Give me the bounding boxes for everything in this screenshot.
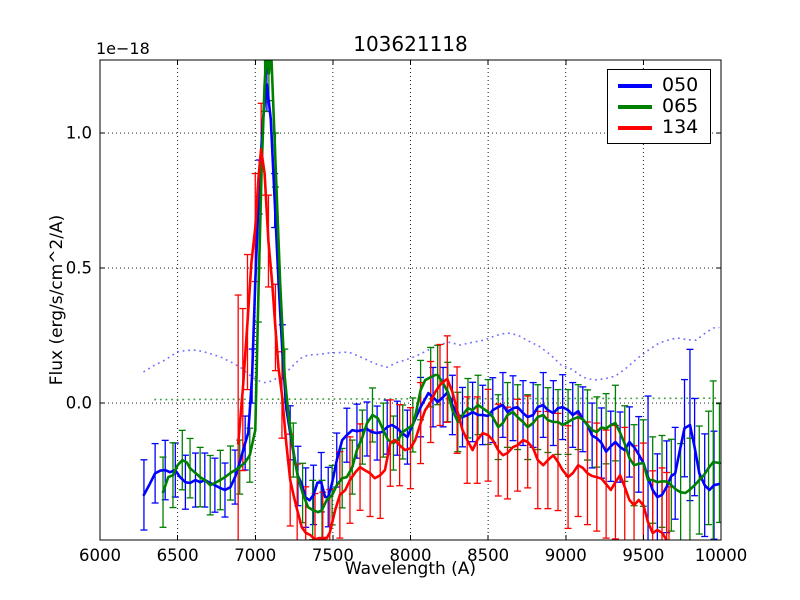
series-line-050 <box>142 83 720 502</box>
x-axis-label: Wavelength (A) <box>344 559 477 579</box>
legend-entry-065: 065 <box>618 96 710 117</box>
x-tick-label: 9000 <box>545 546 587 565</box>
legend-line-sample <box>618 104 652 109</box>
series-line-065 <box>161 60 721 514</box>
legend-line-sample <box>618 125 652 130</box>
noise-curve-050-noise <box>143 326 720 384</box>
x-tick-label: 6000 <box>79 546 121 565</box>
legend-label: 050 <box>662 74 699 96</box>
axis-ticks <box>99 60 722 540</box>
legend-label: 065 <box>662 95 699 117</box>
chart-title: 103621118 <box>353 32 468 56</box>
series-line-134 <box>236 147 669 540</box>
y-tick-label: 0.5 <box>66 259 92 278</box>
legend-box: 050 065 134 <box>607 69 711 144</box>
x-tick-label: 6500 <box>157 546 199 565</box>
noise-curve-065-noise <box>154 397 720 401</box>
legend-line-sample <box>618 83 652 88</box>
x-tick-label: 10000 <box>695 546 748 565</box>
y-axis-label: Flux (erg/s/cm^2/A) <box>47 214 67 386</box>
x-tick-label: 7000 <box>234 546 276 565</box>
legend-entry-050: 050 <box>618 75 710 96</box>
x-tick-label: 8000 <box>390 546 432 565</box>
legend-label: 134 <box>662 116 699 138</box>
data-layer <box>140 60 721 540</box>
tick-labels: 6000 6500 7000 7500 8000 8500 9000 9500 10000 0.0… <box>66 124 748 565</box>
x-tick-label: 9500 <box>622 546 664 565</box>
x-tick-label: 7500 <box>312 546 354 565</box>
y-axis-offset-label: 1e−18 <box>96 39 150 58</box>
y-tick-label: 1.0 <box>66 124 92 143</box>
x-tick-label: 8500 <box>467 546 509 565</box>
y-tick-label: 0.0 <box>66 394 92 413</box>
legend-entry-134: 134 <box>618 117 710 138</box>
